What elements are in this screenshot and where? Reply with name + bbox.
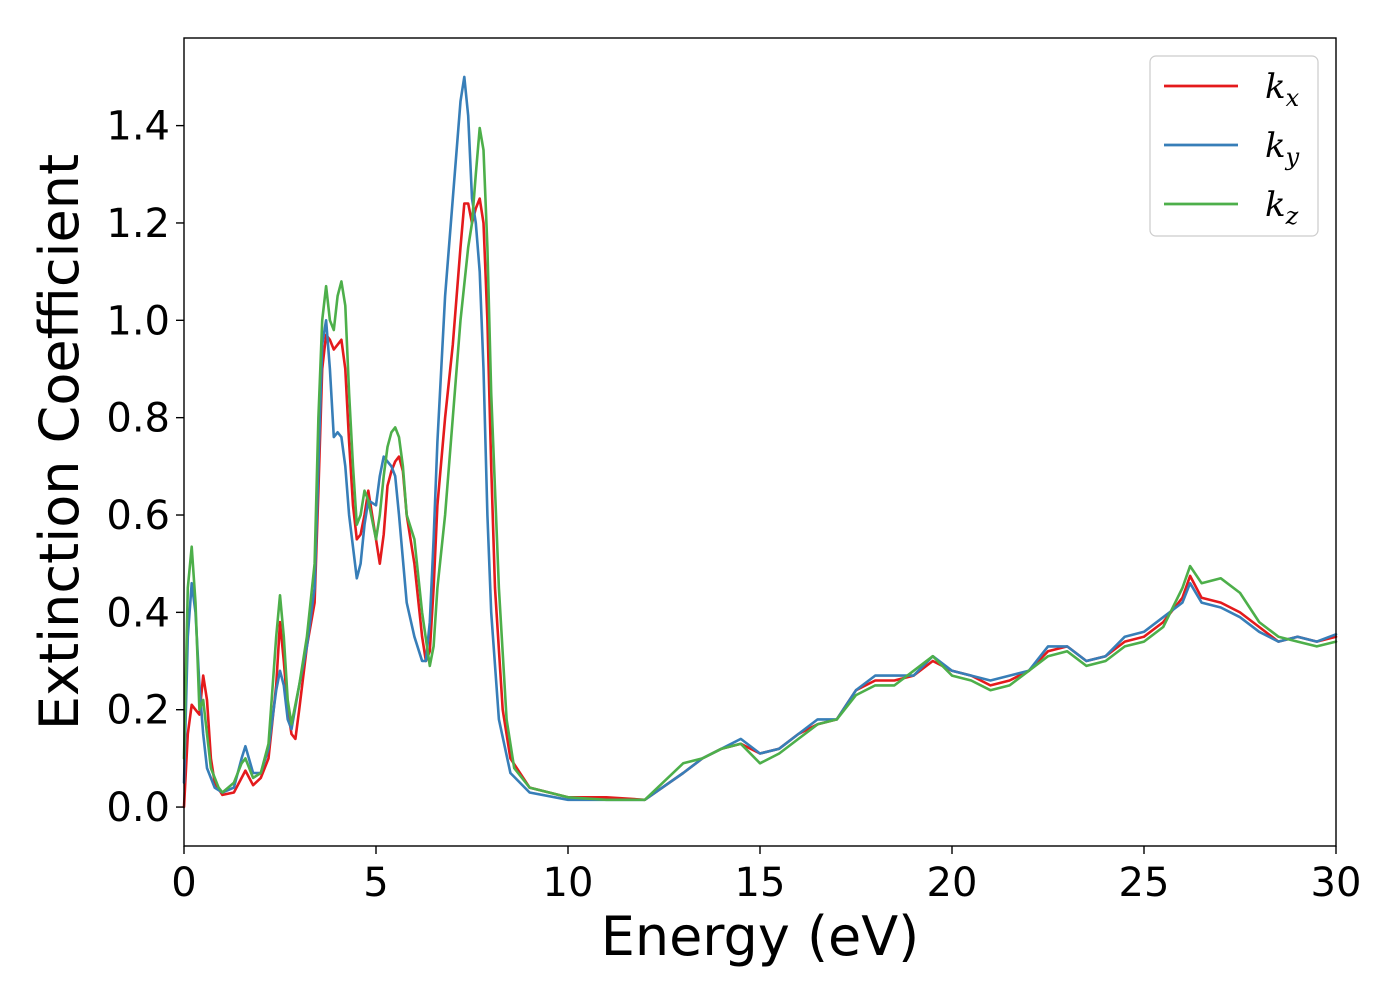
y-axis-title: Extinction Coefficient <box>28 154 91 730</box>
y-tick-label: 1.0 <box>106 298 170 344</box>
series-layer <box>182 75 1338 809</box>
x-tick-label: 25 <box>1119 860 1170 906</box>
x-tick-label: 5 <box>363 860 388 906</box>
legend-label-k-y: ky <box>1265 126 1300 171</box>
x-tick-label: 10 <box>543 860 594 906</box>
y-tick-label: 0.2 <box>106 688 170 734</box>
tick-layer: 0 5 10 15 20 25 30 0.0 0.2 0.4 0.6 0.8 1.0 1.2 1.4 <box>106 104 1361 906</box>
x-tick-label: 0 <box>171 860 196 906</box>
legend-label-k-z: kz <box>1265 185 1299 230</box>
legend: kx ky kz <box>1149 55 1319 237</box>
y-tick-label: 0.0 <box>106 785 170 831</box>
y-tick-label: 1.2 <box>106 201 170 247</box>
y-tick-label: 0.6 <box>106 493 170 539</box>
series-line-k-z <box>182 126 1338 802</box>
y-tick-label: 1.4 <box>106 104 170 150</box>
x-axis-title: Energy (eV) <box>601 905 920 968</box>
x-tick-label: 30 <box>1311 860 1362 906</box>
series-line-k-x <box>182 197 1338 809</box>
y-tick-label: 0.4 <box>106 590 170 636</box>
y-tick-label: 0.8 <box>106 396 170 442</box>
x-tick-label: 20 <box>927 860 978 906</box>
x-tick-label: 15 <box>735 860 786 906</box>
legend-label-k-x: kx <box>1265 67 1300 112</box>
